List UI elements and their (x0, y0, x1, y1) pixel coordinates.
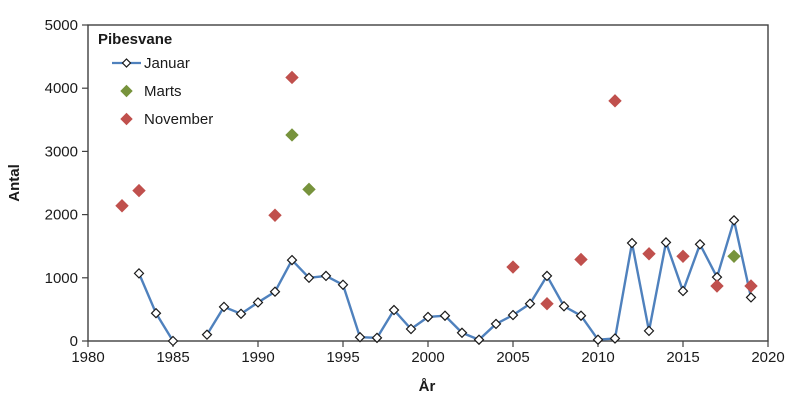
svg-text:1990: 1990 (241, 349, 274, 366)
svg-text:1980: 1980 (71, 349, 104, 366)
marts-diamond-icon (120, 84, 133, 98)
svg-text:2000: 2000 (411, 349, 444, 366)
legend-item-marts: Marts (98, 77, 213, 105)
svg-text:0: 0 (70, 333, 78, 350)
svg-text:2015: 2015 (666, 349, 699, 366)
legend-item-januar: Januar (98, 49, 213, 77)
svg-text:2020: 2020 (751, 349, 784, 366)
svg-text:1995: 1995 (326, 349, 359, 366)
chart-legend: Pibesvane Januar Marts November (98, 30, 213, 133)
svg-text:2010: 2010 (581, 349, 614, 366)
legend-label: November (144, 110, 214, 128)
svg-text:2005: 2005 (496, 349, 529, 366)
legend-label: Marts (144, 82, 182, 100)
legend-label: Januar (144, 54, 190, 72)
x-axis-title: År (418, 378, 436, 395)
chart-title: Pibesvane (98, 31, 173, 48)
svg-text:1000: 1000 (45, 270, 78, 287)
november-diamond-icon (120, 112, 133, 126)
svg-text:3000: 3000 (45, 143, 78, 160)
legend-item-november: November (98, 105, 213, 133)
svg-text:4000: 4000 (45, 80, 78, 97)
y-axis-title: Antal (6, 164, 23, 202)
svg-text:1985: 1985 (156, 349, 189, 366)
svg-text:2000: 2000 (45, 207, 78, 224)
svg-text:5000: 5000 (45, 17, 78, 34)
januar-line-marker-icon (112, 58, 141, 68)
